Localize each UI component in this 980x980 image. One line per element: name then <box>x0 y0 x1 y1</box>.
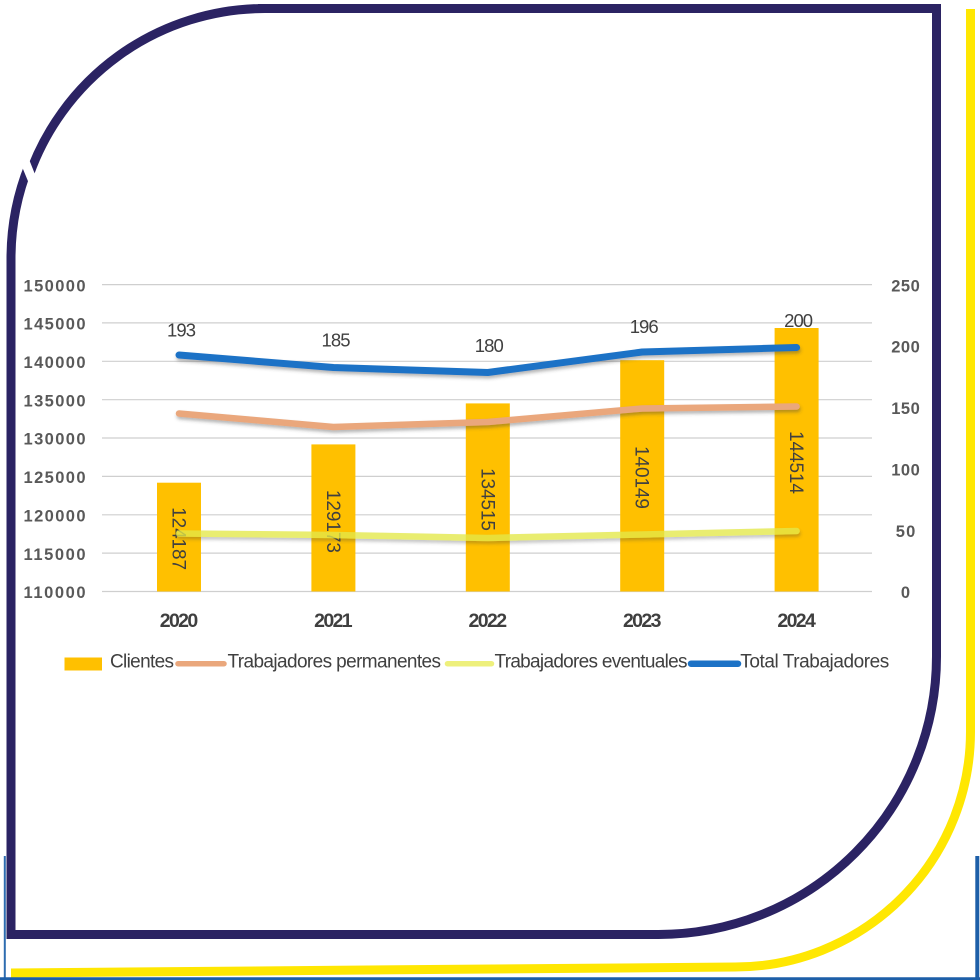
svg-text:144514: 144514 <box>785 431 806 494</box>
svg-text:2020: 2020 <box>160 610 199 632</box>
svg-text:129173: 129173 <box>322 490 343 553</box>
svg-text:150: 150 <box>891 400 920 418</box>
svg-text:200: 200 <box>784 310 813 331</box>
svg-text:120000: 120000 <box>24 508 86 526</box>
svg-text:140000: 140000 <box>24 354 86 372</box>
svg-text:50: 50 <box>896 523 916 541</box>
svg-text:135000: 135000 <box>24 392 86 410</box>
svg-text:196: 196 <box>630 316 659 337</box>
svg-text:145000: 145000 <box>24 316 86 334</box>
svg-text:Total Trabajadores: Total Trabajadores <box>740 652 889 673</box>
svg-text:Clientes: Clientes <box>110 652 174 673</box>
svg-text:193: 193 <box>167 320 196 341</box>
svg-text:125000: 125000 <box>24 469 86 487</box>
svg-text:2023: 2023 <box>623 610 662 632</box>
svg-text:200: 200 <box>891 339 920 357</box>
svg-text:2022: 2022 <box>469 610 508 632</box>
svg-text:Trabajadores eventuales: Trabajadores eventuales <box>495 652 688 673</box>
svg-text:2021: 2021 <box>314 610 353 632</box>
svg-text:110000: 110000 <box>24 584 86 602</box>
svg-text:130000: 130000 <box>24 431 86 449</box>
svg-text:180: 180 <box>475 335 504 356</box>
svg-text:185: 185 <box>322 330 351 351</box>
svg-text:250: 250 <box>891 277 920 295</box>
svg-text:134515: 134515 <box>476 468 497 531</box>
svg-text:0: 0 <box>901 584 910 602</box>
svg-text:100: 100 <box>891 461 920 479</box>
svg-text:140149: 140149 <box>631 446 652 509</box>
svg-text:115000: 115000 <box>24 546 86 564</box>
svg-text:124187: 124187 <box>168 507 189 570</box>
svg-text:2024: 2024 <box>777 610 816 632</box>
svg-text:Trabajadores permanentes: Trabajadores permanentes <box>228 652 442 673</box>
svg-text:150000: 150000 <box>24 277 86 295</box>
